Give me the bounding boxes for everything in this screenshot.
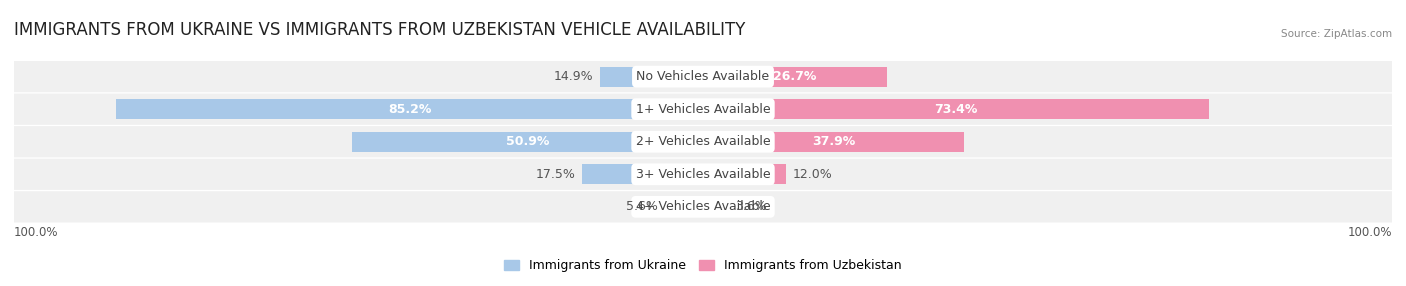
Text: 100.0%: 100.0% bbox=[14, 227, 59, 239]
Text: 3.6%: 3.6% bbox=[735, 200, 766, 213]
Text: 37.9%: 37.9% bbox=[811, 135, 855, 148]
Text: 100.0%: 100.0% bbox=[1347, 227, 1392, 239]
Text: 17.5%: 17.5% bbox=[536, 168, 575, 181]
Text: 14.9%: 14.9% bbox=[554, 70, 593, 83]
FancyBboxPatch shape bbox=[0, 94, 1406, 125]
Text: 2+ Vehicles Available: 2+ Vehicles Available bbox=[636, 135, 770, 148]
Bar bbox=[665, 197, 703, 217]
Text: 3+ Vehicles Available: 3+ Vehicles Available bbox=[636, 168, 770, 181]
Text: 12.0%: 12.0% bbox=[793, 168, 832, 181]
Text: 5.6%: 5.6% bbox=[626, 200, 658, 213]
Text: IMMIGRANTS FROM UKRAINE VS IMMIGRANTS FROM UZBEKISTAN VEHICLE AVAILABILITY: IMMIGRANTS FROM UKRAINE VS IMMIGRANTS FR… bbox=[14, 21, 745, 39]
Bar bbox=[600, 67, 703, 87]
Text: 26.7%: 26.7% bbox=[773, 70, 817, 83]
Bar bbox=[703, 164, 786, 184]
FancyBboxPatch shape bbox=[0, 61, 1406, 92]
Bar bbox=[117, 99, 703, 119]
Text: Source: ZipAtlas.com: Source: ZipAtlas.com bbox=[1281, 29, 1392, 39]
Text: 1+ Vehicles Available: 1+ Vehicles Available bbox=[636, 103, 770, 116]
Text: 50.9%: 50.9% bbox=[506, 135, 550, 148]
Bar bbox=[582, 164, 703, 184]
FancyBboxPatch shape bbox=[0, 191, 1406, 223]
FancyBboxPatch shape bbox=[0, 126, 1406, 157]
Text: No Vehicles Available: No Vehicles Available bbox=[637, 70, 769, 83]
Bar bbox=[703, 99, 1209, 119]
Bar bbox=[703, 132, 965, 152]
Legend: Immigrants from Ukraine, Immigrants from Uzbekistan: Immigrants from Ukraine, Immigrants from… bbox=[505, 259, 901, 272]
Text: 73.4%: 73.4% bbox=[934, 103, 977, 116]
Text: 4+ Vehicles Available: 4+ Vehicles Available bbox=[636, 200, 770, 213]
Bar bbox=[353, 132, 703, 152]
Text: 85.2%: 85.2% bbox=[388, 103, 432, 116]
Bar bbox=[703, 67, 887, 87]
Bar bbox=[703, 197, 728, 217]
FancyBboxPatch shape bbox=[0, 159, 1406, 190]
